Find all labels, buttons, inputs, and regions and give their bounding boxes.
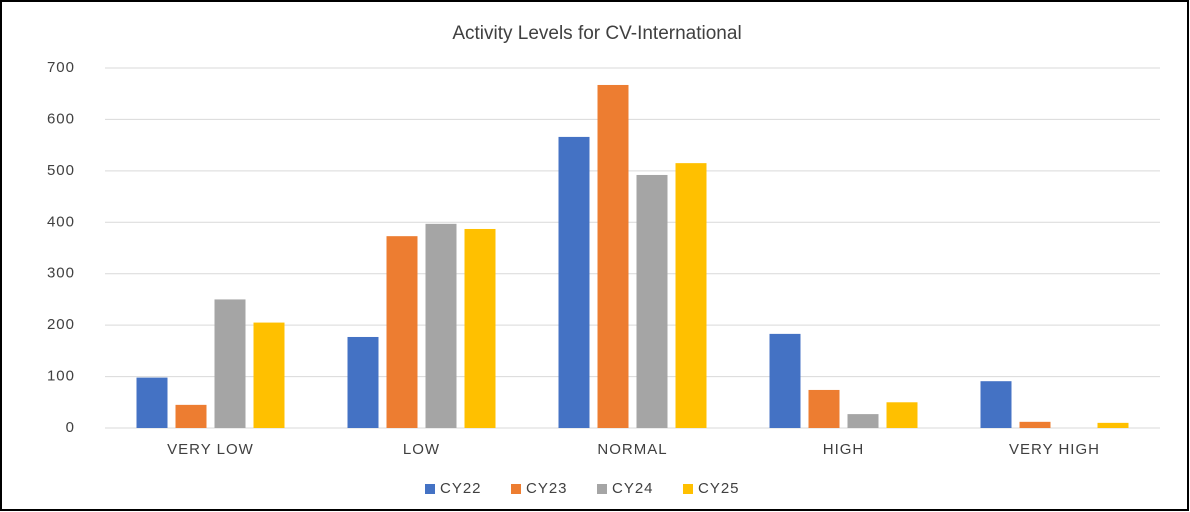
legend-swatch <box>511 484 521 494</box>
legend-label: CY23 <box>526 480 568 497</box>
y-tick-label: 200 <box>47 316 75 333</box>
bar <box>136 377 168 428</box>
legend-swatch <box>683 484 693 494</box>
x-tick-label: HIGH <box>823 441 865 458</box>
y-tick-label: 700 <box>47 59 75 76</box>
bar <box>886 402 918 428</box>
legend-swatch <box>425 484 435 494</box>
y-tick-label: 0 <box>66 419 75 436</box>
legend-swatch <box>597 484 607 494</box>
bar <box>808 389 840 428</box>
x-tick-label: VERY LOW <box>167 441 254 458</box>
x-tick-label: VERY HIGH <box>1009 441 1100 458</box>
bar <box>425 223 457 428</box>
bar <box>214 299 246 428</box>
bar <box>597 84 629 428</box>
bar <box>386 236 418 428</box>
y-tick-label: 400 <box>47 213 75 230</box>
legend-label: CY22 <box>440 480 482 497</box>
y-tick-label: 300 <box>47 265 75 282</box>
legend-label: CY24 <box>612 480 654 497</box>
bar <box>1097 422 1129 428</box>
y-tick-label: 500 <box>47 162 75 179</box>
chart-title: Activity Levels for CV-International <box>452 23 741 44</box>
x-tick-label: LOW <box>403 441 440 458</box>
x-tick-label: NORMAL <box>597 441 667 458</box>
y-tick-label: 600 <box>47 110 75 127</box>
y-tick-label: 100 <box>47 368 75 385</box>
legend-label: CY25 <box>698 480 740 497</box>
bar <box>847 414 879 428</box>
bar <box>1019 421 1051 428</box>
bar <box>636 174 668 428</box>
bar <box>253 322 285 428</box>
bar <box>464 228 496 428</box>
bar <box>769 333 801 428</box>
bar <box>558 136 590 428</box>
bar <box>175 404 207 428</box>
bar <box>347 336 379 428</box>
bar <box>675 163 707 428</box>
bar <box>980 381 1012 428</box>
